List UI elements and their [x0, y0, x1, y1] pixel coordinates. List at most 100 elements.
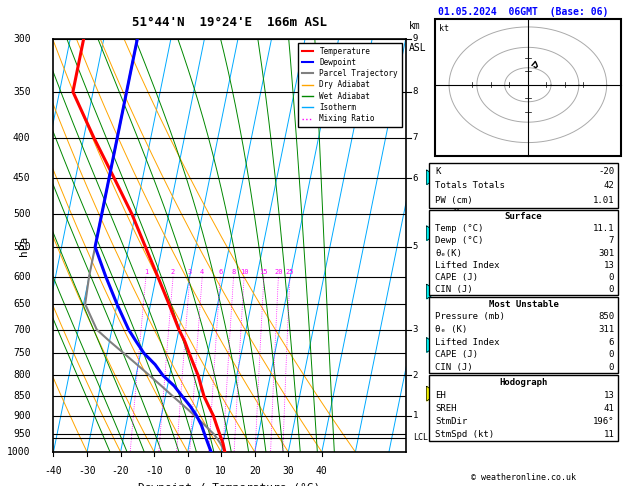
Text: 6: 6	[609, 337, 615, 347]
Bar	[429, 375, 618, 441]
Text: 13: 13	[603, 391, 615, 400]
Text: km: km	[409, 20, 421, 31]
Text: 0: 0	[609, 350, 615, 359]
Text: -10: -10	[145, 467, 163, 476]
Text: 196°: 196°	[593, 417, 615, 426]
Text: 1: 1	[144, 269, 148, 275]
Text: ASL: ASL	[409, 43, 427, 53]
Text: 500: 500	[13, 209, 31, 219]
Text: -30: -30	[78, 467, 96, 476]
Text: Dewp (°C): Dewp (°C)	[435, 236, 484, 245]
Text: CAPE (J): CAPE (J)	[435, 350, 478, 359]
Text: 950: 950	[13, 429, 31, 439]
Bar	[429, 163, 618, 208]
Text: 40: 40	[316, 467, 328, 476]
Text: 11: 11	[603, 431, 615, 439]
Text: StmSpd (kt): StmSpd (kt)	[435, 431, 494, 439]
Text: Most Unstable: Most Unstable	[489, 300, 559, 309]
Text: 850: 850	[13, 391, 31, 401]
Text: 9: 9	[413, 35, 418, 43]
Text: Dewpoint / Temperature (°C): Dewpoint / Temperature (°C)	[138, 483, 321, 486]
Text: Temp (°C): Temp (°C)	[435, 224, 484, 233]
Text: 5: 5	[413, 243, 418, 251]
Text: θₑ (K): θₑ (K)	[435, 325, 467, 334]
Text: 25: 25	[286, 269, 294, 275]
Text: EH: EH	[435, 391, 446, 400]
Polygon shape	[426, 226, 437, 241]
Text: 6: 6	[218, 269, 223, 275]
Text: kt: kt	[440, 24, 449, 34]
Text: 8: 8	[413, 87, 418, 96]
Text: 0: 0	[609, 285, 615, 294]
Text: 700: 700	[13, 325, 31, 334]
Text: 350: 350	[13, 87, 31, 97]
Text: 15: 15	[260, 269, 268, 275]
Text: 20: 20	[274, 269, 282, 275]
Text: Lifted Index: Lifted Index	[435, 260, 499, 270]
Text: Hodograph: Hodograph	[499, 378, 548, 387]
Text: 0: 0	[609, 363, 615, 372]
Text: 450: 450	[13, 173, 31, 183]
Text: -40: -40	[45, 467, 62, 476]
Text: PW (cm): PW (cm)	[435, 196, 473, 205]
Text: LCL: LCL	[413, 434, 428, 442]
Text: 1000: 1000	[7, 447, 31, 457]
Text: Mixing Ratio (g/kg): Mixing Ratio (g/kg)	[452, 194, 460, 296]
Text: 41: 41	[603, 404, 615, 413]
Text: 650: 650	[13, 299, 31, 309]
Text: © weatheronline.co.uk: © weatheronline.co.uk	[471, 473, 576, 482]
Text: 7: 7	[413, 133, 418, 142]
Text: 2: 2	[171, 269, 175, 275]
Text: hPa: hPa	[18, 235, 28, 256]
Text: 311: 311	[598, 325, 615, 334]
Text: 3: 3	[413, 325, 418, 334]
Text: 01.05.2024  06GMT  (Base: 06): 01.05.2024 06GMT (Base: 06)	[438, 7, 609, 17]
Text: 400: 400	[13, 133, 31, 142]
Text: Pressure (mb): Pressure (mb)	[435, 312, 505, 321]
Text: 301: 301	[598, 248, 615, 258]
Bar	[429, 210, 618, 295]
Text: 11.1: 11.1	[593, 224, 615, 233]
Text: Totals Totals: Totals Totals	[435, 181, 505, 191]
Text: CIN (J): CIN (J)	[435, 285, 473, 294]
Text: 1.01: 1.01	[593, 196, 615, 205]
Text: 1: 1	[413, 411, 418, 420]
Text: 800: 800	[13, 370, 31, 381]
Bar	[435, 19, 621, 156]
Text: 850: 850	[598, 312, 615, 321]
Text: 8: 8	[231, 269, 236, 275]
Text: 600: 600	[13, 272, 31, 282]
Text: 51°44'N  19°24'E  166m ASL: 51°44'N 19°24'E 166m ASL	[132, 16, 327, 29]
Polygon shape	[426, 338, 437, 352]
Text: 10: 10	[215, 467, 227, 476]
Text: Surface: Surface	[505, 212, 542, 221]
Bar	[429, 297, 618, 373]
Text: -20: -20	[598, 167, 615, 175]
Text: CAPE (J): CAPE (J)	[435, 273, 478, 282]
Text: 10: 10	[240, 269, 248, 275]
Text: 900: 900	[13, 411, 31, 421]
Text: SREH: SREH	[435, 404, 457, 413]
Text: 7: 7	[609, 236, 615, 245]
Text: 750: 750	[13, 348, 31, 358]
Text: StmDir: StmDir	[435, 417, 467, 426]
Polygon shape	[426, 284, 437, 299]
Text: 42: 42	[603, 181, 615, 191]
Text: 20: 20	[249, 467, 260, 476]
Text: 3: 3	[187, 269, 192, 275]
Text: 0: 0	[609, 273, 615, 282]
Polygon shape	[426, 170, 437, 185]
Text: θₑ(K): θₑ(K)	[435, 248, 462, 258]
Text: -20: -20	[112, 467, 130, 476]
Text: 550: 550	[13, 242, 31, 252]
Text: 4: 4	[200, 269, 204, 275]
Text: 2: 2	[413, 371, 418, 380]
Legend: Temperature, Dewpoint, Parcel Trajectory, Dry Adiabat, Wet Adiabat, Isotherm, Mi: Temperature, Dewpoint, Parcel Trajectory…	[298, 43, 402, 127]
Text: 6: 6	[413, 174, 418, 183]
Text: Lifted Index: Lifted Index	[435, 337, 499, 347]
Text: K: K	[435, 167, 440, 175]
Text: 0: 0	[185, 467, 191, 476]
Text: CIN (J): CIN (J)	[435, 363, 473, 372]
Text: 30: 30	[282, 467, 294, 476]
Text: 300: 300	[13, 34, 31, 44]
